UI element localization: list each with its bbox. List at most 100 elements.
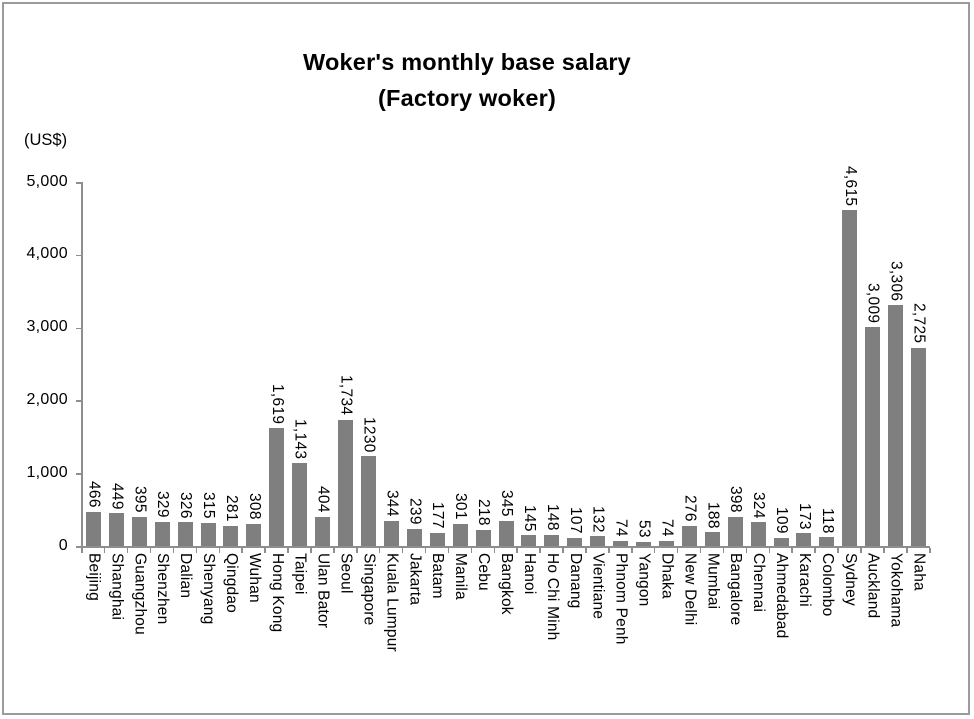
bar-value-label: 3,009 <box>864 282 882 323</box>
bar <box>177 522 193 546</box>
y-axis-tick <box>76 182 81 184</box>
x-axis-label: Hanoi <box>520 553 538 595</box>
x-axis-tick <box>81 547 83 553</box>
y-axis-tick <box>76 400 81 402</box>
x-axis-tick <box>608 547 610 553</box>
bar-value-label: 2,725 <box>910 303 928 344</box>
bar <box>819 537 835 546</box>
bar-value-label: 1,143 <box>291 418 309 459</box>
bar <box>842 210 858 546</box>
bar-value-label: 395 <box>131 486 149 514</box>
x-axis-label: Karachi <box>795 553 813 607</box>
bar <box>567 538 583 546</box>
x-axis-tick <box>722 547 725 553</box>
x-axis-tick <box>539 547 541 553</box>
x-axis-tick <box>310 547 312 553</box>
bar <box>544 535 560 546</box>
bar <box>246 523 262 546</box>
x-axis-tick <box>401 547 404 553</box>
bar <box>223 525 239 546</box>
x-axis-label: Guangzhou <box>131 553 149 635</box>
x-axis-label: Vientiane <box>589 553 607 620</box>
x-axis-label: Shanghai <box>108 553 126 621</box>
bar-value-label: 398 <box>727 486 745 514</box>
bar <box>796 533 812 546</box>
x-axis-label: Manila <box>452 553 470 600</box>
bar-value-label: 4,615 <box>841 165 859 207</box>
bar <box>383 520 399 546</box>
x-axis-tick <box>631 547 633 553</box>
x-axis-label: Hong Kong <box>268 553 286 633</box>
x-axis-label: Mumbai <box>704 553 722 610</box>
bar <box>613 540 629 546</box>
x-axis-label: Shenzhen <box>154 553 172 625</box>
x-axis-tick <box>493 547 496 553</box>
bar-value-label: 466 <box>85 481 103 509</box>
x-axis-tick <box>241 547 243 553</box>
x-axis-tick <box>333 547 335 553</box>
x-axis-tick <box>264 547 266 553</box>
bar-value-label: 177 <box>429 502 447 530</box>
bar <box>911 347 927 546</box>
y-axis-unit-label: (US$) <box>24 131 68 149</box>
bar <box>131 517 147 546</box>
x-axis-label: Naha <box>910 553 928 591</box>
bar-value-label: 3,306 <box>887 261 905 302</box>
x-axis-tick <box>791 547 793 553</box>
x-axis-label: Batam <box>429 553 447 599</box>
bar <box>315 516 331 546</box>
bar-value-label: 324 <box>750 491 768 519</box>
bar-value-label: 148 <box>543 504 561 532</box>
bar <box>200 523 216 546</box>
y-axis-tick-label: 3,000 <box>26 318 68 336</box>
y-axis-tick <box>76 254 81 257</box>
x-axis-tick <box>653 547 656 553</box>
bar-value-label: 281 <box>222 494 240 522</box>
bar-value-label: 276 <box>681 495 699 522</box>
bar <box>750 522 766 546</box>
x-axis-tick <box>516 547 518 553</box>
bar <box>727 517 743 546</box>
x-axis-line <box>81 546 930 548</box>
bar-value-label: 145 <box>520 504 538 532</box>
x-axis-tick <box>218 547 220 553</box>
bar <box>498 520 514 546</box>
bar-value-label: 132 <box>589 505 607 533</box>
bar-value-label: 1,619 <box>268 383 286 425</box>
x-axis-tick <box>447 547 450 553</box>
bar <box>521 535 537 546</box>
x-axis-label: Phnom Penh <box>612 553 630 645</box>
x-axis-tick <box>103 547 106 553</box>
bar-value-label: 118 <box>818 507 836 534</box>
x-axis-tick <box>585 547 587 553</box>
x-axis-label: Ulan Bator <box>314 553 332 629</box>
bar <box>590 536 606 546</box>
bar <box>429 533 445 546</box>
x-axis-tick <box>195 547 198 553</box>
bar <box>154 522 170 546</box>
bar <box>85 512 101 546</box>
bar-value-label: 315 <box>200 492 218 520</box>
x-axis-label: Kuala Lumpur <box>383 553 401 652</box>
x-axis-label: Sydney <box>841 553 859 606</box>
y-axis-tick <box>76 327 81 330</box>
bar <box>865 326 881 546</box>
bar-value-label: 107 <box>566 507 584 535</box>
x-axis-label: Qingdao <box>222 553 240 614</box>
bar-value-label: 301 <box>452 493 470 521</box>
x-axis-tick <box>126 547 129 553</box>
bar-value-label: 344 <box>383 490 401 517</box>
x-axis-tick <box>356 547 358 553</box>
x-axis-label: Chennai <box>750 553 768 613</box>
bar <box>269 428 285 546</box>
bar-value-label: 449 <box>108 482 126 510</box>
x-axis-label: Shenyang <box>200 553 218 625</box>
x-axis-label: Seoul <box>337 553 355 594</box>
x-axis-tick <box>768 547 771 553</box>
bar-value-label: 329 <box>154 491 172 519</box>
x-axis-label: Colombo <box>818 553 836 617</box>
bar <box>406 528 422 546</box>
x-axis-label: Ho Chi Minh <box>543 553 561 641</box>
